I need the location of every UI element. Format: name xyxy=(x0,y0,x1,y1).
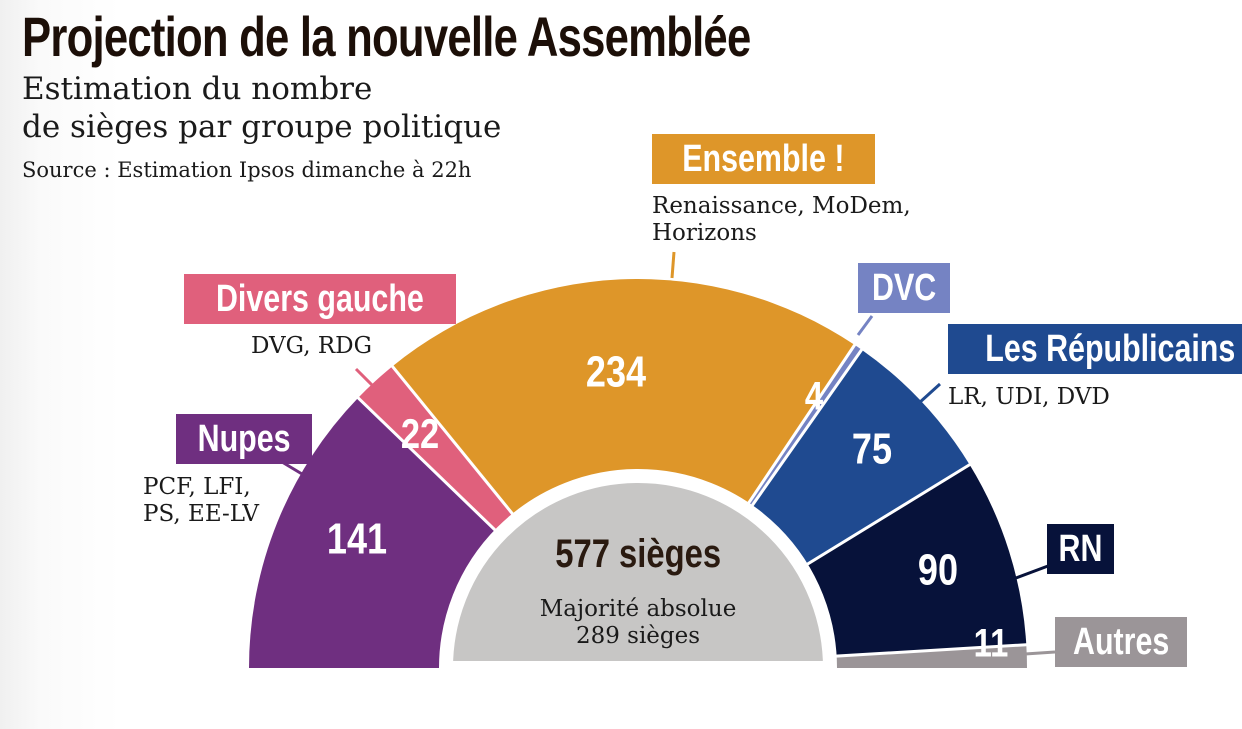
party-name-dvc: DVC xyxy=(872,267,937,309)
party-name-divers-gauche: Divers gauche xyxy=(215,278,424,320)
seat-value-nupes: 141 xyxy=(327,514,387,563)
seat-values: 141 22 234 4 75 90 11 xyxy=(327,347,1008,665)
party-tag-rn: RN xyxy=(1047,524,1114,574)
party-tag-les-republicains: Les Républicains xyxy=(948,324,1242,374)
party-name-autres: Autres xyxy=(1073,621,1170,663)
center-disc xyxy=(438,469,838,675)
leader-line-nupes xyxy=(281,460,303,476)
members-line: LR, UDI, DVD xyxy=(948,384,1110,410)
party-members-divers-gauche: DVG, RDG xyxy=(251,333,372,360)
members-line: Horizons xyxy=(652,220,757,246)
party-name-ensemble: Ensemble ! xyxy=(682,138,845,180)
party-tag-nupes: Nupes xyxy=(176,414,313,464)
leader-line-les-republicains xyxy=(917,382,942,405)
members-line: PS, EE-LV xyxy=(143,501,259,527)
seat-value-dvc: 4 xyxy=(805,373,824,418)
members-line: PCF, LFI, xyxy=(143,474,251,500)
leader-line-ensemble xyxy=(670,251,676,279)
leader-line-autres xyxy=(1024,650,1056,656)
party-tag-divers-gauche: Divers gauche xyxy=(184,274,456,324)
party-tag-autres: Autres xyxy=(1055,617,1188,667)
party-members-nupes: PCF, LFI, PS, EE-LV xyxy=(143,474,259,528)
seat-value-les-republicains: 75 xyxy=(852,424,892,473)
baseline-mask xyxy=(229,668,1047,729)
total-seats: 577 sièges xyxy=(448,530,828,578)
seat-value-divers-gauche: 22 xyxy=(401,411,439,458)
party-tag-ensemble: Ensemble ! xyxy=(652,134,875,184)
subtitle-line-2: de sièges par groupe politique xyxy=(22,109,502,145)
subtitle-line-1: Estimation du nombre xyxy=(22,71,373,107)
party-name-rn: RN xyxy=(1058,528,1103,570)
leader-line-divers-gauche xyxy=(354,367,376,389)
party-name-nupes: Nupes xyxy=(197,418,291,460)
party-members-les-republicains: LR, UDI, DVD xyxy=(948,384,1110,411)
source-note: Source : Estimation Ipsos dimanche à 22h xyxy=(22,158,472,182)
party-members-ensemble: Renaissance, MoDem, Horizons xyxy=(652,193,911,247)
total-seats-text: 577 sièges xyxy=(555,532,721,576)
party-name-les-republicains: Les Républicains xyxy=(985,328,1236,370)
members-line: DVG, RDG xyxy=(251,333,372,359)
leader-line-dvc xyxy=(856,315,874,336)
page-subtitle: Estimation du nombre de sièges par group… xyxy=(22,70,622,146)
majority-line-1: Majorité absolue xyxy=(539,596,737,622)
seat-value-rn: 90 xyxy=(918,545,958,594)
members-line: Renaissance, MoDem, xyxy=(652,193,911,219)
majority-note: Majorité absolue 289 sièges xyxy=(448,596,828,650)
leader-lines xyxy=(281,251,1056,656)
page-title: Projection de la nouvelle Assemblée xyxy=(22,5,751,68)
majority-line-2: 289 sièges xyxy=(575,623,701,649)
seat-value-autres: 11 xyxy=(974,620,1009,665)
party-tag-dvc: DVC xyxy=(858,263,951,313)
leader-line-rn xyxy=(1015,564,1049,580)
seat-value-ensemble: 234 xyxy=(586,347,647,396)
